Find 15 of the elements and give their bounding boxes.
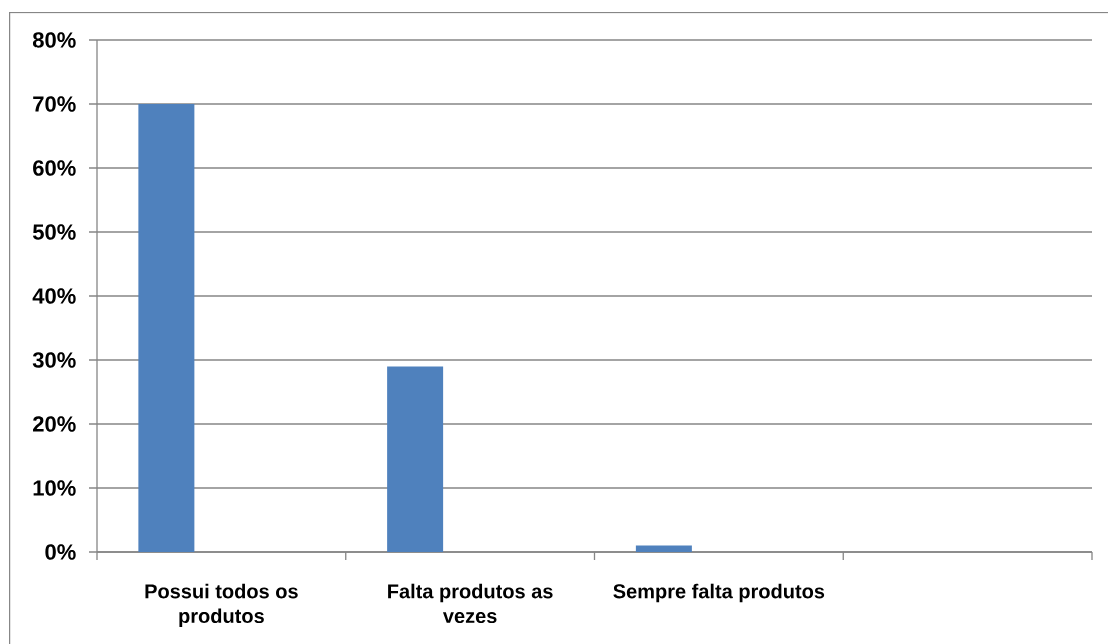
y-tick-label: 30% — [32, 352, 76, 368]
y-tick-label: 80% — [32, 32, 76, 48]
y-tick-label: 40% — [32, 288, 76, 304]
y-tick-label: 50% — [32, 224, 76, 240]
y-tick-label: 20% — [33, 416, 76, 432]
y-tick-label: 70% — [33, 96, 76, 112]
x-tick-label: Falta produtos as vezes — [388, 583, 553, 624]
y-tick-label: 0% — [45, 544, 76, 560]
bar — [387, 366, 444, 552]
bar — [138, 104, 195, 552]
x-tick-label: Sempre falta produtos — [613, 583, 825, 603]
y-tick-label: 60% — [33, 160, 76, 176]
x-tick-label: Possui todos os produtos — [145, 583, 298, 628]
bar — [635, 545, 692, 552]
y-tick-label: 10% — [33, 480, 76, 496]
